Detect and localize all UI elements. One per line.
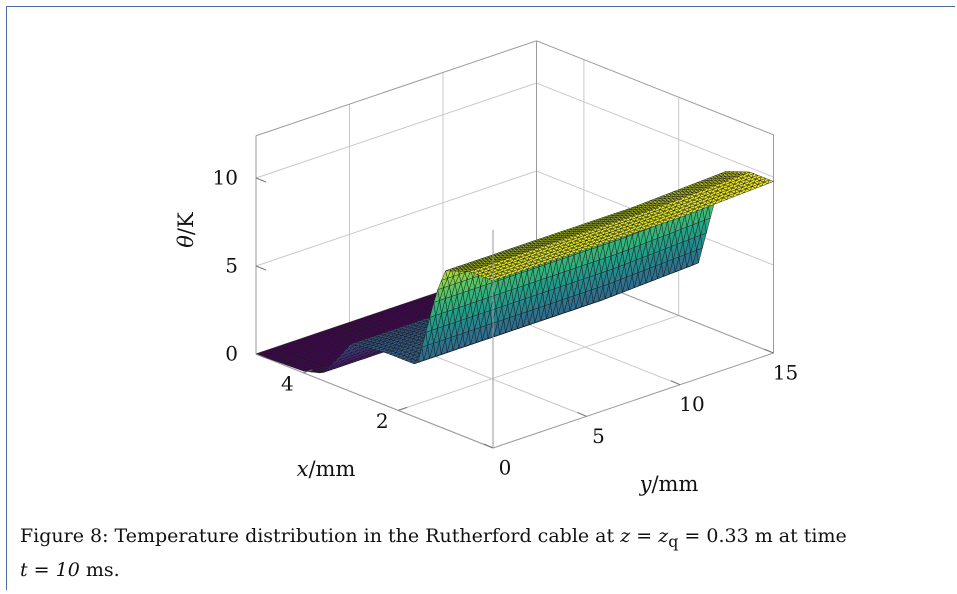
box-edge bbox=[255, 40, 537, 137]
surface-mesh bbox=[255, 171, 774, 374]
grid-line-z bbox=[255, 82, 537, 179]
figure-frame bbox=[6, 6, 955, 590]
box-edge bbox=[536, 40, 774, 136]
grid-line-x bbox=[398, 314, 679, 411]
grid-line-z bbox=[536, 82, 774, 178]
grid-line-z bbox=[255, 170, 537, 267]
box-edge bbox=[255, 353, 494, 449]
